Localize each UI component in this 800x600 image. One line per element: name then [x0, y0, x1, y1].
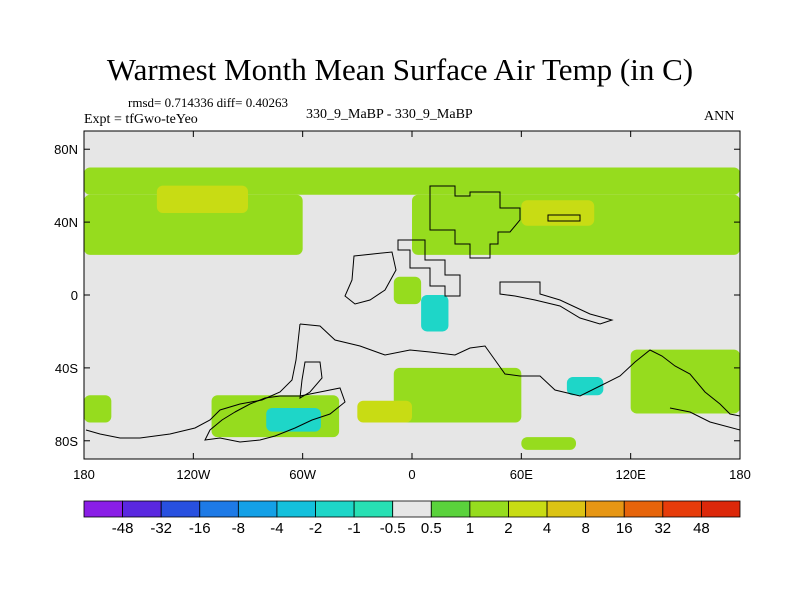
- colorbar-box-0: [83, 500, 123, 518]
- coastline: [85, 185, 740, 443]
- colorbar-box-1: [122, 500, 162, 518]
- colorbar-box-5: [276, 500, 316, 518]
- field-region-12: [566, 377, 604, 396]
- x-tick-label: 120E: [615, 467, 646, 482]
- colorbar-box-10: [469, 500, 509, 518]
- y-tick-label: 40N: [54, 215, 78, 230]
- field-region-10: [266, 407, 321, 432]
- x-tick-label: 60E: [510, 467, 533, 482]
- colorbar-label: -4: [270, 520, 283, 537]
- stats-text: rmsd= 0.714336 diff= 0.40263: [128, 95, 288, 110]
- field-region-9: [630, 349, 740, 414]
- colorbar-box-9: [430, 500, 471, 518]
- colorbar-box-14: [623, 500, 664, 518]
- colorbar-label: -0.5: [380, 520, 406, 537]
- colorbar-label: -8: [232, 520, 245, 537]
- colorbar-label: -16: [189, 520, 211, 537]
- colorbar-label: 0.5: [421, 520, 442, 537]
- colorbar-label: 4: [543, 520, 551, 537]
- colorbar-box-16: [701, 500, 741, 518]
- field-region-0: [84, 167, 740, 195]
- colorbar-label: 8: [581, 520, 589, 537]
- chart-title: Warmest Month Mean Surface Air Temp (in …: [106, 52, 694, 87]
- field-region-13: [393, 276, 422, 305]
- colorbar-label: 32: [654, 520, 671, 537]
- colorbar-label: -2: [309, 520, 322, 537]
- y-tick-label: 80N: [54, 142, 78, 157]
- colorbar-label: -48: [112, 520, 134, 537]
- field-regions: [84, 167, 740, 450]
- colorbar-box-7: [353, 500, 394, 518]
- colorbar-box-6: [315, 500, 355, 518]
- season-label: ANN: [704, 109, 735, 124]
- x-tick-label: 180: [73, 467, 95, 482]
- field-region-14: [521, 437, 576, 450]
- colorbar-box-2: [160, 500, 201, 518]
- experiment-label: Expt = tfGwo-teYeo: [84, 112, 198, 127]
- center-label: 330_9_MaBP - 330_9_MaBP: [306, 107, 473, 122]
- colorbar-label: -32: [150, 520, 172, 537]
- field-region-5: [84, 395, 112, 423]
- colorbar-label: 16: [616, 520, 633, 537]
- field-region-11: [421, 295, 449, 332]
- colorbar-box-3: [199, 500, 239, 518]
- field-region-3: [156, 185, 248, 213]
- colorbar-box-4: [237, 500, 278, 518]
- y-tick-label: 0: [71, 288, 78, 303]
- x-tick-label: 0: [408, 467, 415, 482]
- field-region-7: [393, 367, 522, 423]
- colorbar-box-15: [662, 500, 702, 518]
- y-tick-label: 80S: [55, 434, 78, 449]
- field-region-8: [357, 400, 412, 423]
- field-region-4: [521, 200, 595, 226]
- field-region-1: [84, 194, 303, 255]
- y-tick-label: 40S: [55, 361, 78, 376]
- x-tick-label: 180: [729, 467, 751, 482]
- x-tick-label: 120W: [176, 467, 211, 482]
- colorbar-box-12: [546, 500, 587, 518]
- colorbar: -48 -32 -16 -8 -4 -2 -1 -0.5 0.5 1 2 4 8 16 32 48: [83, 500, 741, 537]
- colorbar-label: 1: [466, 520, 474, 537]
- colorbar-label: 2: [504, 520, 512, 537]
- colorbar-box-8: [392, 500, 432, 518]
- colorbar-box-13: [585, 500, 625, 518]
- y-axis: 80N 40N 0 40S 80S: [54, 142, 740, 449]
- x-tick-label: 60W: [289, 467, 316, 482]
- colorbar-label: -1: [347, 520, 360, 537]
- colorbar-label: 48: [693, 520, 710, 537]
- colorbar-box-11: [508, 500, 548, 518]
- x-axis: 180 120W 60W 0 60E 120E 180: [73, 131, 751, 482]
